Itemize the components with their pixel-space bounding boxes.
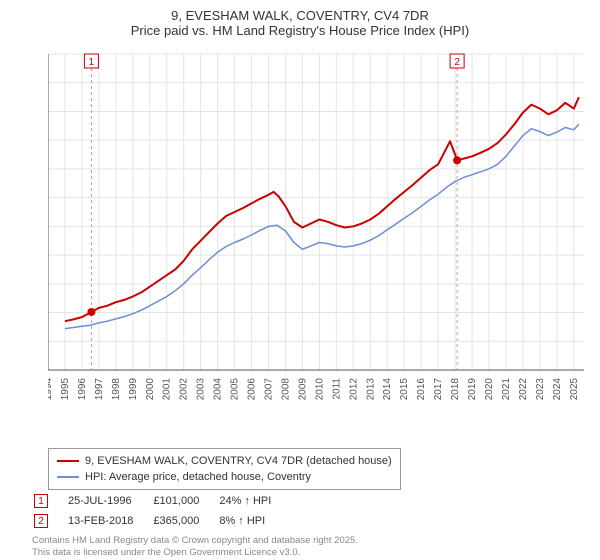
svg-text:2014: 2014 <box>382 378 393 400</box>
svg-text:2003: 2003 <box>196 378 207 400</box>
sale-price: £365,000 <box>153 512 217 530</box>
svg-text:1999: 1999 <box>128 378 139 400</box>
svg-text:2011: 2011 <box>331 378 342 400</box>
legend-swatch <box>57 460 79 462</box>
line-chart: £0£50K£100K£150K£200K£250K£300K£350K£400… <box>48 50 588 400</box>
svg-text:1997: 1997 <box>94 378 105 400</box>
svg-text:2016: 2016 <box>416 378 427 400</box>
attribution-line: Contains HM Land Registry data © Crown c… <box>32 535 358 546</box>
svg-text:2005: 2005 <box>230 378 241 400</box>
sale-delta: 24% ↑ HPI <box>219 492 289 510</box>
svg-text:2015: 2015 <box>399 378 410 400</box>
sales-table: 1 25-JUL-1996£101,00024% ↑ HPI 2 13-FEB-201… <box>32 490 291 532</box>
svg-text:2022: 2022 <box>518 378 529 400</box>
legend-item-hpi: HPI: Average price, detached house, Cove… <box>57 469 392 485</box>
svg-text:2020: 2020 <box>484 378 495 400</box>
svg-text:2: 2 <box>454 57 460 68</box>
legend-label: 9, EVESHAM WALK, COVENTRY, CV4 7DR (deta… <box>85 455 392 467</box>
svg-text:2023: 2023 <box>535 378 546 400</box>
svg-text:2013: 2013 <box>365 378 376 400</box>
chart-area: £0£50K£100K£150K£200K£250K£300K£350K£400… <box>48 50 588 400</box>
legend-label: HPI: Average price, detached house, Cove… <box>85 471 311 483</box>
title-subtitle: Price paid vs. HM Land Registry's House … <box>0 23 600 38</box>
sale-price: £101,000 <box>153 492 217 510</box>
legend-swatch <box>57 476 79 478</box>
attribution-line: This data is licensed under the Open Gov… <box>32 547 358 558</box>
svg-text:2021: 2021 <box>501 378 512 400</box>
sale-delta: 8% ↑ HPI <box>219 512 289 530</box>
title-address: 9, EVESHAM WALK, COVENTRY, CV4 7DR <box>0 8 600 23</box>
sale-date: 25-JUL-1996 <box>68 492 151 510</box>
attribution: Contains HM Land Registry data © Crown c… <box>32 535 358 558</box>
svg-text:2012: 2012 <box>348 378 359 400</box>
svg-text:1994: 1994 <box>48 378 54 400</box>
chart-title: 9, EVESHAM WALK, COVENTRY, CV4 7DR Price… <box>0 0 600 38</box>
svg-text:2008: 2008 <box>280 378 291 400</box>
legend: 9, EVESHAM WALK, COVENTRY, CV4 7DR (deta… <box>48 448 401 490</box>
svg-text:1996: 1996 <box>77 378 88 400</box>
svg-text:2000: 2000 <box>145 378 156 400</box>
svg-text:1998: 1998 <box>111 378 122 400</box>
svg-text:2010: 2010 <box>314 378 325 400</box>
table-row: 1 25-JUL-1996£101,00024% ↑ HPI <box>34 492 289 510</box>
svg-text:1995: 1995 <box>60 378 71 400</box>
marker-badge: 2 <box>34 514 48 528</box>
table-row: 2 13-FEB-2018£365,0008% ↑ HPI <box>34 512 289 530</box>
svg-text:2009: 2009 <box>297 378 308 400</box>
svg-text:2017: 2017 <box>433 378 444 400</box>
svg-text:2006: 2006 <box>247 378 258 400</box>
svg-text:2007: 2007 <box>264 378 275 400</box>
sale-date: 13-FEB-2018 <box>68 512 151 530</box>
svg-text:2019: 2019 <box>467 378 478 400</box>
svg-text:2018: 2018 <box>450 378 461 400</box>
marker-badge: 1 <box>34 494 48 508</box>
svg-text:2001: 2001 <box>162 378 173 400</box>
svg-text:2024: 2024 <box>552 378 563 400</box>
legend-item-price-paid: 9, EVESHAM WALK, COVENTRY, CV4 7DR (deta… <box>57 453 392 469</box>
svg-text:2002: 2002 <box>179 378 190 400</box>
svg-text:1: 1 <box>89 57 95 68</box>
svg-text:2004: 2004 <box>213 378 224 400</box>
svg-text:2025: 2025 <box>569 378 580 400</box>
